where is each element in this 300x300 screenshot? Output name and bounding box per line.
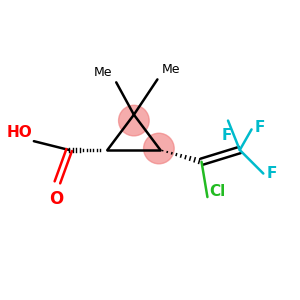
Text: O: O <box>49 190 63 208</box>
Text: Me: Me <box>93 66 112 80</box>
Circle shape <box>144 133 174 164</box>
Text: F: F <box>221 128 232 143</box>
Text: Cl: Cl <box>209 184 225 199</box>
Text: HO: HO <box>7 125 32 140</box>
Text: Me: Me <box>162 64 180 76</box>
Text: F: F <box>267 166 277 181</box>
Circle shape <box>118 105 149 136</box>
Text: F: F <box>255 120 266 135</box>
